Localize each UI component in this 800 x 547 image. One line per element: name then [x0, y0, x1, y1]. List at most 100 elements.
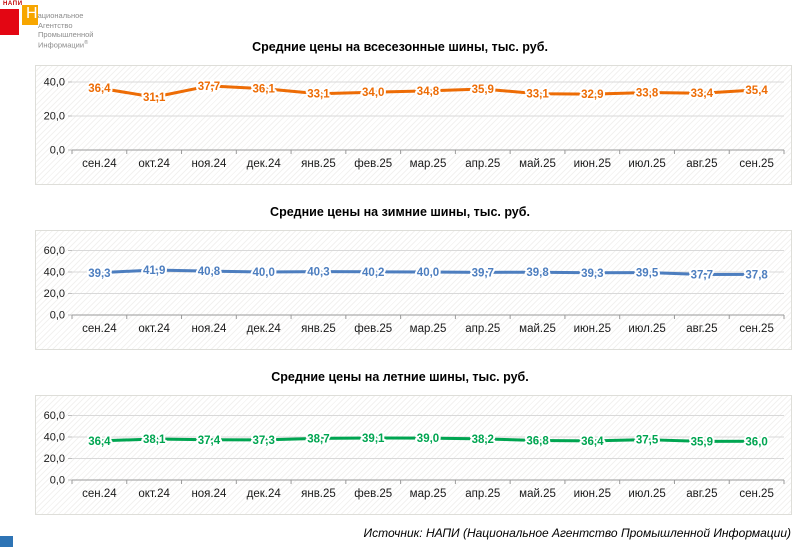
chart-title-allseason: Средние цены на всесезонные шины, тыс. р… [252, 40, 548, 54]
svg-text:сен.25: сен.25 [739, 158, 773, 170]
napi-logo: НАПИ Национальное Агентство Промышленной… [0, 0, 140, 50]
svg-text:36,0: 36,0 [745, 436, 767, 448]
svg-text:38,1: 38,1 [143, 434, 166, 446]
svg-text:33,1: 33,1 [307, 89, 330, 101]
svg-text:36,4: 36,4 [581, 436, 604, 448]
svg-text:39,5: 39,5 [636, 268, 659, 280]
chart-allseason: 0,0 20,0 40,0 сен.24 окт.24 ноя.24 дек.24 янв.2… [35, 65, 792, 185]
svg-text:ноя.24: ноя.24 [191, 158, 227, 170]
svg-text:дек.24: дек.24 [247, 158, 282, 170]
svg-text:36,4: 36,4 [88, 83, 111, 95]
svg-text:сен.25: сен.25 [739, 488, 773, 500]
svg-text:сен.24: сен.24 [82, 323, 117, 335]
svg-text:39,3: 39,3 [581, 268, 603, 280]
svg-text:20,0: 20,0 [44, 111, 65, 123]
svg-text:дек.24: дек.24 [247, 488, 282, 500]
svg-text:32,9: 32,9 [581, 89, 603, 101]
svg-text:мар.25: мар.25 [410, 323, 447, 335]
svg-text:37,7: 37,7 [198, 81, 220, 93]
svg-text:май.25: май.25 [519, 323, 556, 335]
svg-text:34,8: 34,8 [417, 86, 440, 98]
svg-text:май.25: май.25 [519, 488, 556, 500]
svg-text:37,8: 37,8 [745, 269, 768, 281]
svg-text:35,9: 35,9 [691, 436, 713, 448]
svg-text:0,0: 0,0 [50, 145, 65, 157]
svg-text:40,0: 40,0 [44, 77, 65, 89]
svg-text:0,0: 0,0 [50, 310, 65, 322]
chart-summer-plot: 0,0 20,0 40,0 60,0 сен.24 окт.24 ноя.24 дек.24 я… [44, 410, 785, 500]
svg-text:июл.25: июл.25 [628, 488, 666, 500]
svg-text:36,4: 36,4 [88, 436, 111, 448]
logo-line1-rest: ациональное [37, 11, 84, 20]
svg-text:36,8: 36,8 [526, 435, 549, 447]
svg-text:июн.25: июн.25 [574, 158, 611, 170]
logo-red-square [0, 9, 19, 35]
svg-text:июн.25: июн.25 [574, 488, 611, 500]
svg-text:37,5: 37,5 [636, 435, 659, 447]
chart-summer: 0,0 20,0 40,0 60,0 сен.24 окт.24 ноя.24 дек.24 я… [35, 395, 792, 515]
chart-allseason-plot: 0,0 20,0 40,0 сен.24 окт.24 ноя.24 дек.24 янв.2… [44, 77, 785, 170]
logo-org-line1: Национальное [26, 5, 94, 22]
svg-text:37,7: 37,7 [691, 269, 713, 281]
svg-text:янв.25: янв.25 [301, 488, 336, 500]
svg-text:июл.25: июл.25 [628, 323, 666, 335]
svg-text:33,8: 33,8 [636, 88, 659, 100]
logo-org-line4: Информации® [38, 40, 89, 50]
svg-text:39,0: 39,0 [417, 433, 439, 445]
svg-text:31,1: 31,1 [143, 92, 166, 104]
svg-text:40,8: 40,8 [198, 266, 221, 278]
svg-text:40,0: 40,0 [417, 267, 439, 279]
svg-text:39,1: 39,1 [362, 433, 385, 445]
svg-text:авг.25: авг.25 [686, 158, 717, 170]
svg-text:20,0: 20,0 [44, 288, 65, 300]
svg-text:сен.25: сен.25 [739, 323, 773, 335]
svg-text:фев.25: фев.25 [354, 488, 392, 500]
logo-mini-wordmark: НАПИ [3, 1, 23, 7]
svg-text:сен.24: сен.24 [82, 488, 117, 500]
svg-text:39,8: 39,8 [526, 267, 549, 279]
logo-big-letter: Н [26, 5, 38, 22]
logo-org-name: Национальное Агентство Промышленной Инфо… [26, 6, 94, 50]
svg-text:мар.25: мар.25 [410, 158, 447, 170]
chart-title-winter: Средние цены на зимние шины, тыс. руб. [270, 205, 530, 219]
svg-text:июн.25: июн.25 [574, 323, 611, 335]
svg-text:39,3: 39,3 [88, 268, 110, 280]
svg-text:апр.25: апр.25 [465, 323, 500, 335]
svg-text:фев.25: фев.25 [354, 158, 392, 170]
registered-trademark-symbol: ® [84, 40, 89, 46]
chart-winter: 0,0 20,0 40,0 60,0 сен.24 окт.24 ноя.24 дек.24 я… [35, 230, 792, 350]
svg-text:авг.25: авг.25 [686, 488, 717, 500]
svg-text:окт.24: окт.24 [138, 323, 170, 335]
svg-text:35,9: 35,9 [472, 84, 494, 96]
svg-text:апр.25: апр.25 [465, 158, 500, 170]
svg-text:33,4: 33,4 [691, 88, 714, 100]
svg-text:янв.25: янв.25 [301, 323, 336, 335]
svg-text:37,3: 37,3 [252, 435, 274, 447]
svg-text:36,1: 36,1 [252, 84, 275, 96]
svg-text:0,0: 0,0 [50, 475, 65, 487]
chart-winter-plot: 0,0 20,0 40,0 60,0 сен.24 окт.24 ноя.24 дек.24 я… [44, 245, 785, 335]
svg-text:июл.25: июл.25 [628, 158, 666, 170]
svg-text:дек.24: дек.24 [247, 323, 282, 335]
svg-text:60,0: 60,0 [44, 245, 65, 257]
svg-text:апр.25: апр.25 [465, 488, 500, 500]
logo-org-line2: Агентство [38, 21, 73, 30]
svg-text:сен.24: сен.24 [82, 158, 117, 170]
svg-text:окт.24: окт.24 [138, 158, 170, 170]
svg-text:40,0: 40,0 [44, 267, 65, 279]
svg-text:40,3: 40,3 [307, 267, 329, 279]
svg-text:37,4: 37,4 [198, 435, 221, 447]
svg-text:окт.24: окт.24 [138, 488, 170, 500]
logo-orange-square [22, 5, 38, 25]
svg-text:янв.25: янв.25 [301, 158, 336, 170]
svg-text:ноя.24: ноя.24 [191, 323, 227, 335]
svg-text:38,7: 38,7 [307, 433, 329, 445]
svg-text:40,2: 40,2 [362, 267, 384, 279]
svg-text:60,0: 60,0 [44, 410, 65, 422]
svg-text:май.25: май.25 [519, 158, 556, 170]
svg-text:34,0: 34,0 [362, 87, 384, 99]
svg-text:мар.25: мар.25 [410, 488, 447, 500]
svg-text:35,4: 35,4 [745, 85, 768, 97]
svg-text:фев.25: фев.25 [354, 323, 392, 335]
